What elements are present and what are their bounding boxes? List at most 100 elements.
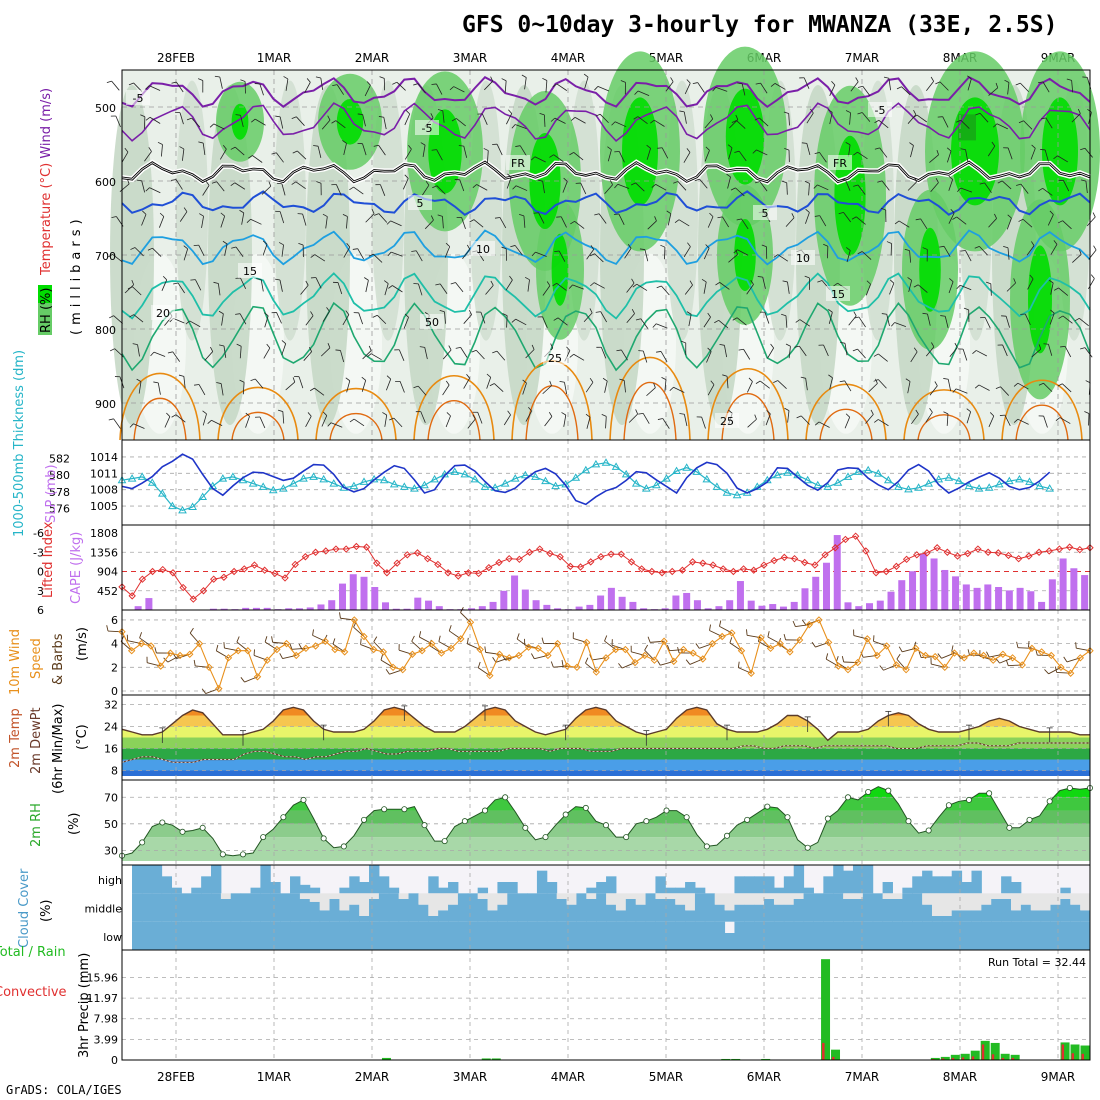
rh-axis-label: 2m RH [29,803,44,847]
cloud-cell-middle [645,893,656,922]
wind-speed-point [466,618,475,626]
upper-wind-barb [527,279,530,292]
contour-30 [133,397,187,441]
upper-wind-barb [195,279,202,291]
cloud-cell-high [833,865,844,894]
upper-wind-barb [908,280,913,293]
upper-wind-barb-flag [316,181,322,184]
upper-wind-barb [202,185,210,196]
upper-wind-barb-flag [909,142,914,146]
thickness-point [783,468,792,476]
upper-wind-barb-flag [889,279,895,284]
upper-wind-barb [1005,316,1010,328]
upper-wind-barb [724,345,728,358]
upper-wind-barb-flag [379,76,385,79]
upper-wind-barb-flag [646,144,651,149]
wind-speed-point [360,632,368,641]
cloud-cell-low [457,921,469,950]
li-point [423,554,432,563]
cloud-cell-middle [319,910,331,922]
upper-wind-barb [164,416,171,428]
cloud-cell-middle [922,904,933,922]
rh-point [683,814,690,821]
upper-wind-barb-flag [782,280,788,283]
thickness-point [994,479,1004,488]
upper-wind-barb-flag [346,243,351,248]
cloud-gap [754,893,765,905]
rh-point [421,822,428,829]
cloud-cell-middle [852,899,864,922]
upper-wind-barb [161,279,168,291]
cloud-cell-middle [793,899,805,922]
cloud-cell-low [754,921,765,950]
upper-wind-barb-flag [310,311,314,316]
li-point [597,553,605,561]
cloud-cell-low [556,921,568,950]
upper-wind-barb-flag [198,141,204,144]
upper-wind-barb [519,145,527,157]
upper-wind-barb [553,154,564,163]
upper-wind-barb-flag [469,219,475,223]
upper-wind-barb [735,187,745,197]
li-point [454,572,462,580]
cloud-gap [309,893,321,902]
cloud-cell-high [941,876,953,894]
li-point [800,558,809,567]
upper-wind-barb [584,76,589,89]
upper-wind-barb [173,318,185,324]
upper-wind-barb [898,220,910,228]
cape-bar [500,590,508,610]
cape-bar [887,591,895,610]
li-point [1035,548,1043,556]
upper-wind-barb [298,376,304,389]
surface-wind-barb-flag [896,653,901,660]
contour-15 [121,272,1091,320]
upper-wind-barb [788,113,790,126]
cape-bar [554,608,562,610]
cloud-cell-middle [240,893,252,922]
cloud-cell-high [902,887,913,894]
cloud-gap [1080,893,1091,911]
li-point [923,549,931,557]
cape-bar [952,576,960,610]
cloud-cell-high [191,887,202,894]
date-label-top: 7MAR [845,51,880,65]
upper-wind-barb-flag [546,281,551,286]
wind-speed-point [786,648,794,656]
cloud-cell-middle [843,899,854,922]
cape-bar [801,588,809,610]
upper-wind-barb-flag [730,187,736,191]
surface-wind-barb-flag [360,638,362,645]
upper-wind-barb-flag [1040,117,1047,120]
upper-wind-barb [878,119,889,129]
upper-wind-barb [239,346,242,359]
cloud-cell-high [606,876,617,894]
surface-wind-barb-flag [561,659,564,667]
thickness-point [823,482,833,490]
upper-wind-barb-flag [109,315,114,319]
contour-30 [819,408,873,441]
upper-wind-barb [600,347,607,359]
contour-20 [121,301,1091,372]
upper-wind-barb-flag [653,382,656,388]
upper-wind-barb [762,277,766,289]
thickness-point [1015,474,1024,483]
thickness-point [309,472,318,480]
upper-wind-barb [948,179,954,191]
cloud-cell-middle [685,910,696,922]
wind-tick: 4 [111,638,118,651]
upper-wind-barb-flag [633,116,639,120]
cloud-gap [418,893,429,905]
slp-tick: 1008 [90,484,118,497]
upper-wind-barb-flag [784,148,790,151]
upper-wind-barb-flag [566,346,571,351]
upper-wind-barb [373,253,383,263]
upper-wind-barb-flag [235,313,241,315]
upper-wind-barb [901,86,911,96]
rh-core-high [951,97,999,206]
cloud-cell-high [250,887,261,894]
precip-total-bar [721,1058,731,1060]
upper-wind-barb-flag [322,213,328,217]
thickness-point [541,476,550,485]
cloud-cell-low [132,921,143,950]
